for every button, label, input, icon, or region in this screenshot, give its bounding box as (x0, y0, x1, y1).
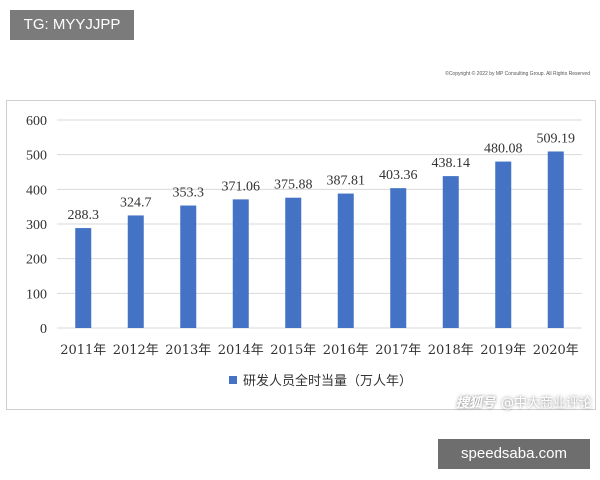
account-name: @中大商业评论 (500, 396, 592, 411)
bar (75, 228, 92, 328)
legend-swatch (229, 376, 237, 384)
data-label: 353.3 (173, 186, 205, 201)
bar (390, 188, 407, 328)
x-tick-label: 2017年 (375, 343, 421, 358)
platform-logo-text: 搜狐号 (455, 396, 495, 411)
footer-brand: 搜狐号 @中大商业评论 (456, 392, 592, 411)
data-label: 371.06 (222, 179, 261, 194)
data-label: 438.14 (432, 156, 471, 171)
x-tick-label: 2012年 (113, 343, 159, 358)
y-tick-label: 200 (26, 253, 47, 268)
chart-frame: 0 100 200 300 400 500 600 288.3 2011年 324.7 2012年 3… (6, 100, 596, 410)
data-label: 509.19 (537, 131, 576, 146)
y-tick-label: 300 (26, 218, 47, 233)
y-tick-label: 0 (40, 322, 47, 337)
x-tick-label: 2015年 (270, 343, 316, 358)
data-label: 375.88 (274, 178, 313, 193)
data-label: 387.81 (327, 174, 366, 189)
y-tick-label: 100 (26, 287, 47, 302)
bar (285, 197, 302, 328)
y-tick-label: 400 (26, 183, 47, 198)
bar (547, 151, 564, 328)
site-badge: speedsaba.com (438, 439, 590, 469)
x-tick-label: 2011年 (60, 343, 106, 358)
data-label: 480.08 (484, 142, 523, 157)
data-label: 288.3 (68, 208, 100, 223)
data-label: 403.36 (379, 168, 418, 183)
x-tick-label: 2020年 (533, 343, 579, 358)
bar (180, 205, 197, 328)
legend-label: 研发人员全时当量（万人年） (243, 373, 412, 389)
x-tick-label: 2016年 (323, 343, 369, 358)
bar (127, 215, 144, 328)
copyright-notice: ©Copyright © 2022 by MP Consulting Group… (445, 71, 590, 77)
x-tick-label: 2013年 (165, 343, 211, 358)
bar (495, 161, 512, 328)
x-tick-label: 2014年 (218, 343, 264, 358)
y-tick-label: 600 (26, 114, 47, 129)
x-tick-label: 2019年 (480, 343, 526, 358)
bar (232, 199, 249, 328)
bar (337, 193, 354, 328)
data-label: 324.7 (120, 195, 152, 210)
bar-chart: 0 100 200 300 400 500 600 288.3 2011年 324.7 2012年 3… (26, 114, 582, 389)
tag-badge: TG: MYYJJPP (10, 10, 134, 40)
x-tick-label: 2018年 (428, 343, 474, 358)
bar (442, 176, 459, 328)
y-tick-label: 500 (26, 149, 47, 164)
